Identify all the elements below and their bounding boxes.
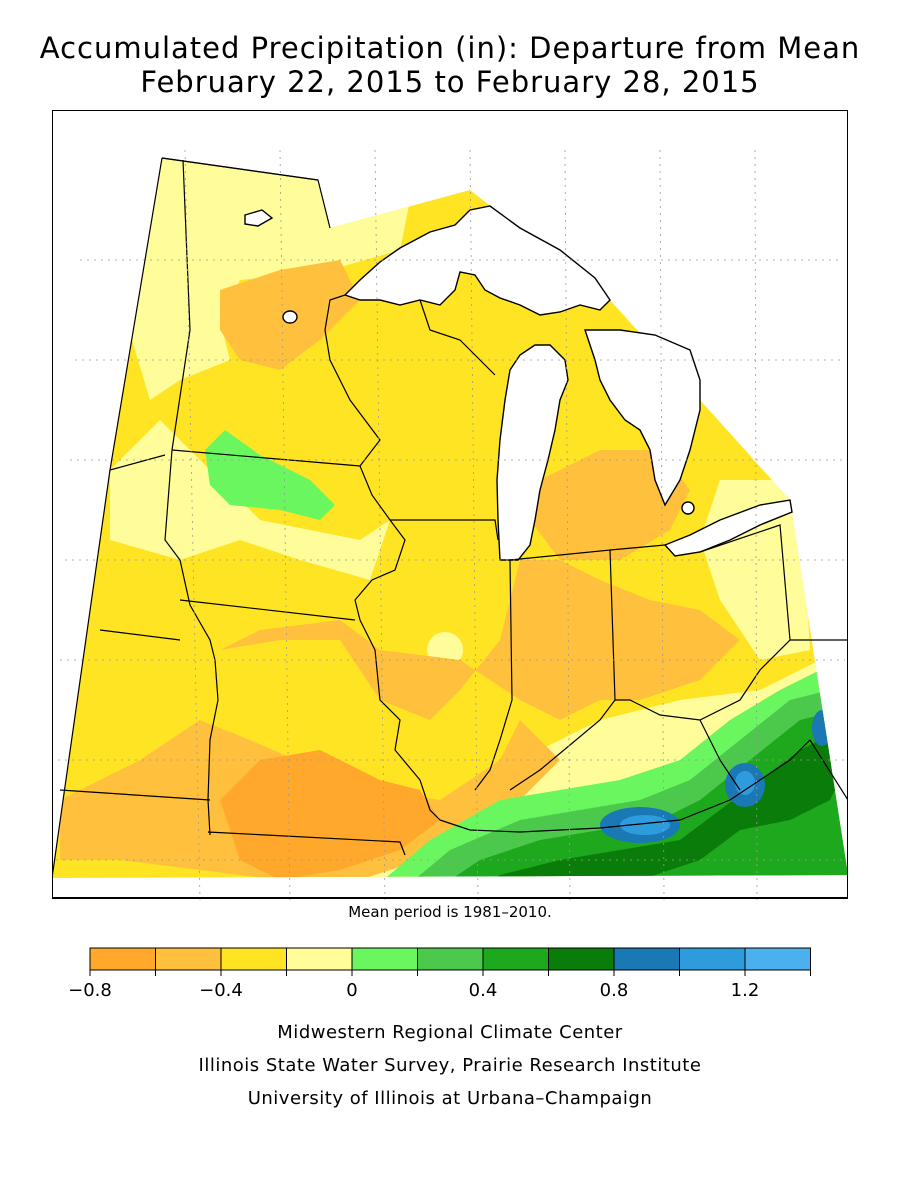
band-neg-0.8 bbox=[220, 750, 440, 878]
mille-lacs-lake bbox=[282, 310, 298, 324]
band-neg-0.2-dakotas bbox=[110, 420, 390, 580]
border-mo bbox=[179, 599, 406, 856]
legend-swatch bbox=[220, 947, 287, 971]
map-title: Accumulated Precipitation (in): Departur… bbox=[39, 31, 861, 65]
band-pos-0.6 bbox=[420, 710, 848, 878]
map-date-range: February 22, 2015 to February 28, 2015 bbox=[140, 65, 760, 99]
lake-huron bbox=[584, 329, 701, 507]
credit-isws: Illinois State Water Survey, Prairie Res… bbox=[198, 1055, 702, 1076]
map-frame bbox=[52, 110, 848, 899]
credit-uiuc: University of Illinois at Urbana–Champai… bbox=[247, 1088, 653, 1109]
border-ia bbox=[164, 449, 406, 661]
legend-swatch bbox=[417, 947, 484, 971]
legend-tick-label: −0.4 bbox=[199, 980, 243, 1001]
lake-of-the-woods bbox=[244, 209, 274, 227]
border-east bbox=[699, 639, 848, 801]
great-lakes bbox=[244, 205, 793, 561]
border-wi bbox=[324, 294, 499, 541]
legend-tick-label: 0 bbox=[346, 980, 357, 1001]
legend-swatch bbox=[744, 947, 811, 971]
lake-superior bbox=[343, 205, 611, 316]
legend-tick-label: 0.8 bbox=[600, 980, 629, 1001]
band-pos-0.2-minnesota bbox=[205, 430, 335, 520]
mean-period-note: Mean period is 1981–2010. bbox=[348, 903, 552, 921]
legend-swatch bbox=[548, 947, 615, 971]
band-pos-1.2-ky bbox=[620, 815, 670, 835]
lake-erie bbox=[663, 499, 793, 557]
legend-swatch bbox=[482, 947, 549, 971]
lake-st-clair bbox=[681, 501, 695, 515]
band-neg-0.6-michigan bbox=[530, 450, 690, 560]
color-legend: −0.8 −0.4 0 0.4 0.8 1.2 bbox=[68, 947, 811, 1001]
legend-tick-label: −0.8 bbox=[68, 980, 112, 1001]
legend-swatch bbox=[155, 947, 222, 971]
map-outline bbox=[52, 157, 331, 879]
border-oh bbox=[609, 524, 791, 721]
border-il bbox=[359, 559, 513, 821]
legend-swatch bbox=[286, 947, 353, 971]
legend-tick-label: 1.2 bbox=[731, 980, 760, 1001]
band-pos-1.2-wv bbox=[735, 771, 755, 795]
legend-swatch bbox=[613, 947, 680, 971]
band-neg-0.6-central bbox=[200, 560, 740, 720]
legend-swatch bbox=[89, 947, 156, 971]
border-ky bbox=[439, 739, 811, 833]
border-mi-up bbox=[419, 299, 496, 376]
credit-mrcc: Midwestern Regional Climate Center bbox=[277, 1022, 623, 1043]
border-sd bbox=[59, 454, 211, 801]
legend-tick-label: 0.4 bbox=[469, 980, 498, 1001]
band-pos-0.8-a bbox=[450, 730, 848, 878]
legend-swatch bbox=[351, 947, 418, 971]
legend-swatch bbox=[679, 947, 746, 971]
precipitation-map bbox=[52, 110, 848, 900]
graticule bbox=[56, 149, 845, 900]
